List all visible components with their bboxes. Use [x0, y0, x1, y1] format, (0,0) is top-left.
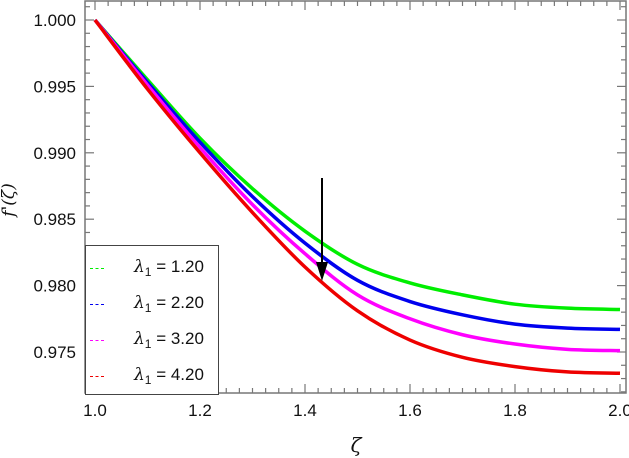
decrease-arrow	[316, 178, 328, 281]
x-tick-label: 2.0	[608, 401, 629, 420]
legend-swatch-icon	[90, 267, 104, 269]
plot-frame	[84, 0, 627, 394]
legend: λ1 = 1.20 λ1 = 2.20 λ1 = 3.20 λ1 = 4.20	[85, 245, 219, 395]
y-tick-label: 0.980	[33, 277, 76, 296]
x-tick-label: 1.6	[398, 401, 422, 420]
x-tick-label: 1.0	[83, 401, 107, 420]
x-axis-label: ζ	[351, 433, 363, 457]
legend-label: λ1 = 4.20	[134, 365, 204, 387]
y-axis-label: f'(ζ)	[0, 183, 19, 218]
legend-swatch-icon	[90, 303, 104, 305]
series-line-4	[93, 18, 621, 375]
y-tick-label: 0.975	[33, 343, 76, 362]
x-tick-label: 1.2	[188, 401, 212, 420]
y-tick-label: 1.000	[33, 11, 76, 30]
y-tick-label: 0.985	[33, 210, 76, 229]
legend-item: λ1 = 3.20	[86, 325, 218, 355]
series-line-1	[93, 18, 621, 312]
series-line-3	[93, 18, 621, 353]
legend-swatch-icon	[90, 339, 104, 341]
legend-label: λ1 = 3.20	[134, 329, 204, 351]
x-tick-label: 1.4	[293, 401, 317, 420]
y-tick-label: 0.990	[33, 144, 76, 163]
series-line-2	[93, 18, 621, 332]
legend-item: λ1 = 2.20	[86, 289, 218, 319]
curves	[93, 18, 621, 375]
y-tick-label: 0.995	[33, 77, 76, 96]
legend-label: λ1 = 2.20	[134, 293, 204, 315]
legend-item: λ1 = 4.20	[86, 361, 218, 391]
x-tick-label: 1.8	[503, 401, 527, 420]
tick-labels: 1.0 1.2 1.4 1.6 1.8 2.0 1.000 0.995 0.990 0.985 0.…	[33, 11, 629, 420]
legend-swatch-icon	[90, 375, 104, 377]
legend-item: λ1 = 1.20	[86, 253, 218, 283]
legend-label: λ1 = 1.20	[134, 257, 204, 279]
